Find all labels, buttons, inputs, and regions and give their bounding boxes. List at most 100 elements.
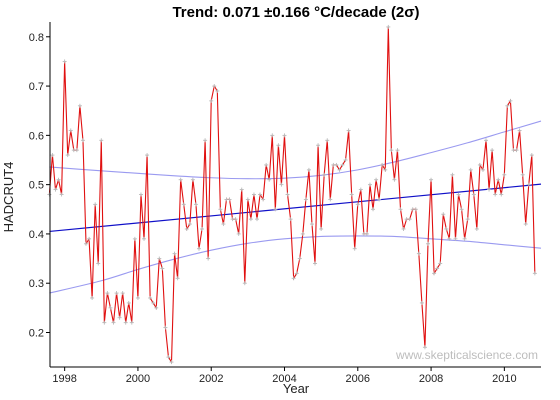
data-point xyxy=(196,246,201,251)
data-point xyxy=(138,192,143,197)
data-point xyxy=(340,162,345,167)
data-point xyxy=(80,138,85,143)
data-point xyxy=(462,236,467,241)
data-point xyxy=(270,133,275,138)
data-point xyxy=(56,177,61,182)
data-point xyxy=(493,192,498,197)
data-point xyxy=(279,182,284,187)
data-point xyxy=(157,256,162,261)
data-point xyxy=(319,227,324,231)
data-point xyxy=(297,256,302,261)
data-point xyxy=(386,24,391,29)
data-point xyxy=(129,320,134,325)
data-point xyxy=(90,296,95,300)
data-point xyxy=(465,217,470,222)
data-point xyxy=(258,192,263,197)
data-point xyxy=(163,325,168,330)
data-point xyxy=(413,207,418,212)
data-point xyxy=(184,227,189,231)
data-point xyxy=(273,207,278,212)
data-point xyxy=(126,300,131,305)
data-point xyxy=(337,167,342,172)
data-point xyxy=(132,236,137,241)
temperature-series xyxy=(47,24,537,365)
y-tick-label: 0.5 xyxy=(29,180,44,192)
data-point xyxy=(294,271,299,276)
data-point xyxy=(178,177,183,182)
data-point xyxy=(239,187,244,192)
data-point xyxy=(352,246,357,251)
y-tick-label: 0.3 xyxy=(29,278,44,290)
data-point xyxy=(99,138,104,143)
data-point xyxy=(102,320,107,325)
y-tick-label: 0.7 xyxy=(29,81,44,93)
data-point xyxy=(401,227,406,231)
data-point xyxy=(303,197,308,202)
y-tick-label: 0.4 xyxy=(29,229,44,241)
data-point xyxy=(218,207,223,212)
data-point xyxy=(453,236,458,241)
data-point xyxy=(169,360,174,365)
series-line xyxy=(48,26,536,364)
data-point xyxy=(471,192,476,197)
data-point xyxy=(435,266,440,271)
data-point xyxy=(300,231,305,236)
data-point xyxy=(74,148,79,153)
data-point xyxy=(117,315,122,320)
data-point xyxy=(59,192,64,197)
data-point xyxy=(96,261,101,266)
x-tick-label: 2004 xyxy=(272,373,296,385)
data-point xyxy=(334,162,339,167)
data-point xyxy=(355,202,360,207)
data-point xyxy=(441,212,446,217)
data-point xyxy=(285,192,290,197)
data-point xyxy=(114,291,119,296)
data-point xyxy=(203,138,208,143)
data-point xyxy=(377,197,382,202)
data-point xyxy=(496,177,501,182)
data-point xyxy=(343,158,348,162)
data-point xyxy=(480,167,485,172)
y-axis-title: HADCRUT4 xyxy=(1,162,16,233)
data-point xyxy=(212,84,217,89)
data-point xyxy=(490,148,495,153)
data-point xyxy=(209,98,214,103)
data-point xyxy=(108,305,113,310)
x-tick-label: 2010 xyxy=(492,373,516,385)
data-point xyxy=(142,236,147,241)
x-tick-label: 2008 xyxy=(419,373,443,385)
data-point xyxy=(487,187,492,192)
data-point xyxy=(438,261,443,266)
data-point xyxy=(389,148,394,153)
data-point xyxy=(193,202,198,207)
data-point xyxy=(215,89,220,93)
trend-line xyxy=(49,183,542,233)
x-tick-label: 2002 xyxy=(199,373,223,385)
data-point xyxy=(422,345,427,350)
axes: 0.2 0.3 0.4 0.5 0.6 0.7 0.8 1998 2000 2002 2004 200… xyxy=(29,22,541,385)
data-point xyxy=(306,167,311,172)
data-point xyxy=(425,241,430,246)
data-point xyxy=(374,177,379,182)
data-point xyxy=(206,256,211,261)
data-point xyxy=(450,172,455,177)
data-point xyxy=(514,148,519,153)
data-point xyxy=(175,276,180,281)
data-point xyxy=(233,217,238,222)
data-point xyxy=(166,355,171,360)
data-point xyxy=(380,162,385,167)
data-point xyxy=(160,266,165,271)
lower-confidence-line xyxy=(49,235,542,294)
data-point xyxy=(47,192,52,197)
data-point xyxy=(181,202,186,207)
data-point xyxy=(50,153,55,158)
data-point xyxy=(419,300,424,305)
data-point xyxy=(53,187,58,192)
data-point xyxy=(264,162,269,167)
data-point xyxy=(484,138,489,143)
data-point xyxy=(248,217,253,222)
data-point xyxy=(392,177,397,182)
data-point xyxy=(255,217,260,222)
data-point xyxy=(367,182,372,187)
